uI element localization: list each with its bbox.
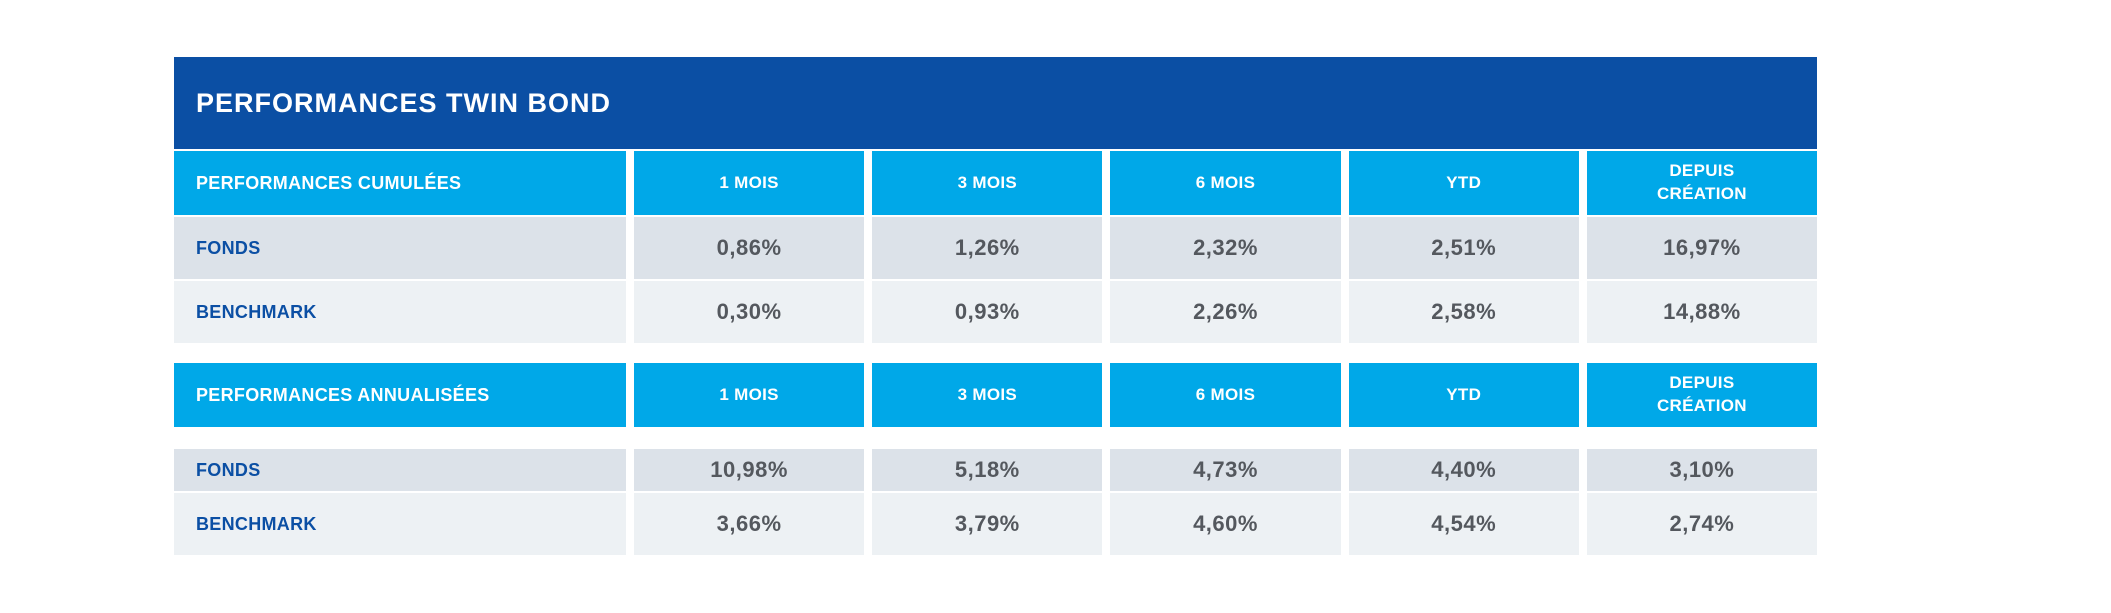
value-cell-1mois: 0,86%	[634, 217, 865, 279]
annualised-section-label-cell: PERFORMANCES ANNUALISÉES	[174, 363, 626, 427]
row-label-cell: BENCHMARK	[174, 493, 626, 555]
row-label: BENCHMARK	[196, 301, 317, 322]
table-row-benchmark-annualised: BENCHMARK 3,66% 3,79% 4,60% 4,54% 2,74%	[174, 493, 1818, 555]
value-cell-depuis-creation: 2,74%	[1586, 493, 1818, 555]
annualised-section-label: PERFORMANCES ANNUALISÉES	[196, 384, 490, 405]
table-row-benchmark-cumulative: BENCHMARK 0,30% 0,93% 2,26% 2,58% 14,88%	[174, 281, 1818, 343]
value-cell-ytd: 4,54%	[1348, 493, 1579, 555]
value-cell-depuis-creation: 3,10%	[1586, 449, 1818, 491]
column-header-1mois: 1 MOIS	[634, 151, 865, 215]
value-cell-1mois: 3,66%	[634, 493, 865, 555]
section-cumulative: PERFORMANCES CUMULÉES 1 MOIS 3 MOIS 6 MO…	[174, 151, 1818, 343]
column-header-ytd: YTD	[1348, 363, 1579, 427]
column-header-3mois: 3 MOIS	[872, 151, 1103, 215]
row-label-cell: BENCHMARK	[174, 281, 626, 343]
table-title: PERFORMANCES TWIN BOND	[196, 87, 611, 118]
column-header-6mois: 6 MOIS	[1110, 363, 1341, 427]
row-label: FONDS	[196, 237, 261, 258]
column-header-depuis-creation: DEPUIS CRÉATION	[1586, 363, 1818, 427]
column-header-6mois: 6 MOIS	[1110, 151, 1341, 215]
annualised-header-row: PERFORMANCES ANNUALISÉES 1 MOIS 3 MOIS 6…	[174, 363, 1818, 427]
value-cell-ytd: 2,51%	[1348, 217, 1579, 279]
column-header-3mois: 3 MOIS	[872, 363, 1103, 427]
value-cell-3mois: 0,93%	[872, 281, 1103, 343]
column-header-depuis-creation: DEPUIS CRÉATION	[1586, 151, 1818, 215]
value-cell-depuis-creation: 14,88%	[1586, 281, 1818, 343]
performance-table: PERFORMANCES TWIN BOND PERFORMANCES CUMU…	[174, 57, 1818, 555]
column-header-1mois: 1 MOIS	[634, 363, 865, 427]
value-cell-ytd: 4,40%	[1348, 449, 1579, 491]
table-title-bar: PERFORMANCES TWIN BOND	[174, 57, 1817, 149]
value-cell-3mois: 3,79%	[872, 493, 1103, 555]
section-annualised: PERFORMANCES ANNUALISÉES 1 MOIS 3 MOIS 6…	[174, 363, 1818, 555]
value-cell-3mois: 1,26%	[872, 217, 1103, 279]
table-row-fonds-annualised: FONDS 10,98% 5,18% 4,73% 4,40% 3,10%	[174, 449, 1818, 491]
row-label: FONDS	[196, 459, 261, 480]
value-cell-6mois: 4,60%	[1110, 493, 1341, 555]
row-label: BENCHMARK	[196, 513, 317, 534]
value-cell-ytd: 2,58%	[1348, 281, 1579, 343]
cumulative-section-label: PERFORMANCES CUMULÉES	[196, 172, 462, 193]
value-cell-1mois: 0,30%	[634, 281, 865, 343]
column-header-ytd: YTD	[1348, 151, 1579, 215]
row-label-cell: FONDS	[174, 217, 626, 279]
cumulative-section-label-cell: PERFORMANCES CUMULÉES	[174, 151, 626, 215]
value-cell-6mois: 2,26%	[1110, 281, 1341, 343]
value-cell-6mois: 4,73%	[1110, 449, 1341, 491]
value-cell-depuis-creation: 16,97%	[1586, 217, 1818, 279]
cumulative-header-row: PERFORMANCES CUMULÉES 1 MOIS 3 MOIS 6 MO…	[174, 151, 1818, 215]
value-cell-3mois: 5,18%	[872, 449, 1103, 491]
value-cell-1mois: 10,98%	[634, 449, 865, 491]
value-cell-6mois: 2,32%	[1110, 217, 1341, 279]
table-row-fonds-cumulative: FONDS 0,86% 1,26% 2,32% 2,51% 16,97%	[174, 217, 1818, 279]
row-label-cell: FONDS	[174, 449, 626, 491]
